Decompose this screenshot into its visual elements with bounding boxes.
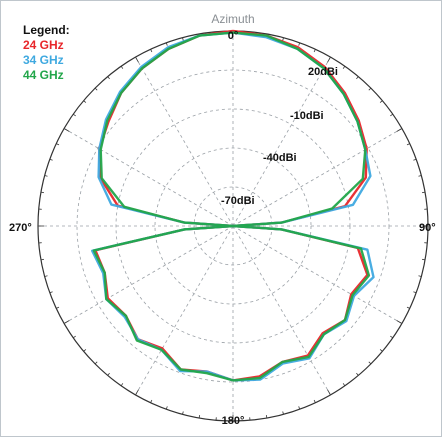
grid-tick [150, 399, 153, 403]
grid-tick [396, 320, 403, 324]
grid-tick [327, 56, 331, 63]
grid-tick [56, 143, 60, 146]
grid-tick [422, 191, 426, 194]
grid-spoke [63, 225, 234, 324]
grid-tick [356, 76, 359, 80]
grid-tick [182, 37, 184, 41]
grid-tick [356, 372, 359, 376]
grid-tick [150, 49, 153, 53]
grid-tick [422, 258, 426, 261]
grid-spoke [232, 128, 403, 227]
grid-tick [63, 128, 70, 132]
grid-tick [282, 411, 284, 415]
grid-tick [63, 320, 70, 324]
grid-tick [56, 306, 60, 309]
grid-spoke [232, 56, 331, 227]
grid-spoke [135, 225, 234, 396]
grid-tick [313, 399, 316, 403]
grid-tick [49, 291, 53, 294]
grid-tick [298, 42, 301, 46]
grid-tick [73, 113, 76, 117]
radial-label-minus70dbi: -70dBi [221, 195, 255, 207]
grid-tick [282, 37, 284, 41]
grid-tick [73, 335, 76, 339]
grid-tick [368, 361, 372, 365]
series-line-44ghz [92, 31, 371, 382]
legend-title: Legend: [23, 23, 70, 37]
grid-tick [165, 42, 168, 46]
grid-tick [342, 66, 346, 69]
grid-tick [313, 49, 316, 53]
legend: Legend: 24 GHz 34 GHz 44 GHz [23, 23, 70, 83]
grid-tick [94, 87, 98, 91]
grid-tick [165, 406, 168, 410]
grid-tick [342, 383, 346, 386]
radial-label-minus40dbi: -40dBi [263, 152, 297, 164]
grid-tick [44, 275, 48, 277]
grid-tick [413, 158, 417, 161]
grid-tick [298, 406, 301, 410]
grid-tick [120, 66, 124, 69]
grid-tick [418, 175, 422, 177]
grid-tick [44, 175, 48, 177]
grid-tick [368, 87, 372, 91]
grid-tick [390, 335, 393, 339]
grid-tick [182, 411, 184, 415]
grid-spoke [232, 225, 331, 396]
grid-tick [83, 100, 87, 103]
grid-tick [413, 291, 417, 294]
grid-tick [390, 113, 393, 117]
grid-spoke [135, 56, 234, 227]
grid-tick [327, 389, 331, 396]
grid-tick [107, 76, 110, 80]
grid-tick [406, 143, 410, 146]
chart-title: Azimuth [211, 12, 254, 26]
radial-label-20dbi: 20dBi [308, 66, 338, 78]
legend-item-24ghz: 24 GHz [23, 38, 64, 52]
grid-tick [107, 372, 110, 376]
grid-tick [418, 275, 422, 277]
grid-tick [406, 306, 410, 309]
angle-label-90: 90° [419, 222, 436, 234]
angle-label-0: 0° [228, 30, 239, 42]
grid-tick [265, 415, 268, 419]
grid-tick [135, 389, 139, 396]
angle-label-270: 270° [9, 222, 32, 234]
grid-tick [49, 158, 53, 161]
angle-label-180: 180° [222, 415, 245, 427]
grid-tick [379, 349, 383, 352]
grid-spoke [232, 225, 403, 324]
grid-tick [379, 100, 383, 103]
grid-tick [40, 191, 44, 194]
grid-tick [83, 349, 87, 352]
grid-tick [198, 415, 201, 419]
grid-tick [94, 361, 98, 365]
grid-spoke [63, 128, 234, 227]
legend-item-44ghz: 44 GHz [23, 68, 64, 82]
legend-item-34ghz: 34 GHz [23, 53, 64, 67]
grid-tick [135, 56, 139, 63]
grid-tick [396, 128, 403, 132]
grid-tick [120, 383, 124, 386]
label-layer: Azimuth 0° 90° 180° 270° 20dBi -10dBi -4… [9, 12, 436, 427]
series-layer [91, 29, 375, 382]
grid-tick [40, 258, 44, 261]
polar-grid [37, 30, 429, 422]
radial-label-minus10dbi: -10dBi [290, 110, 324, 122]
